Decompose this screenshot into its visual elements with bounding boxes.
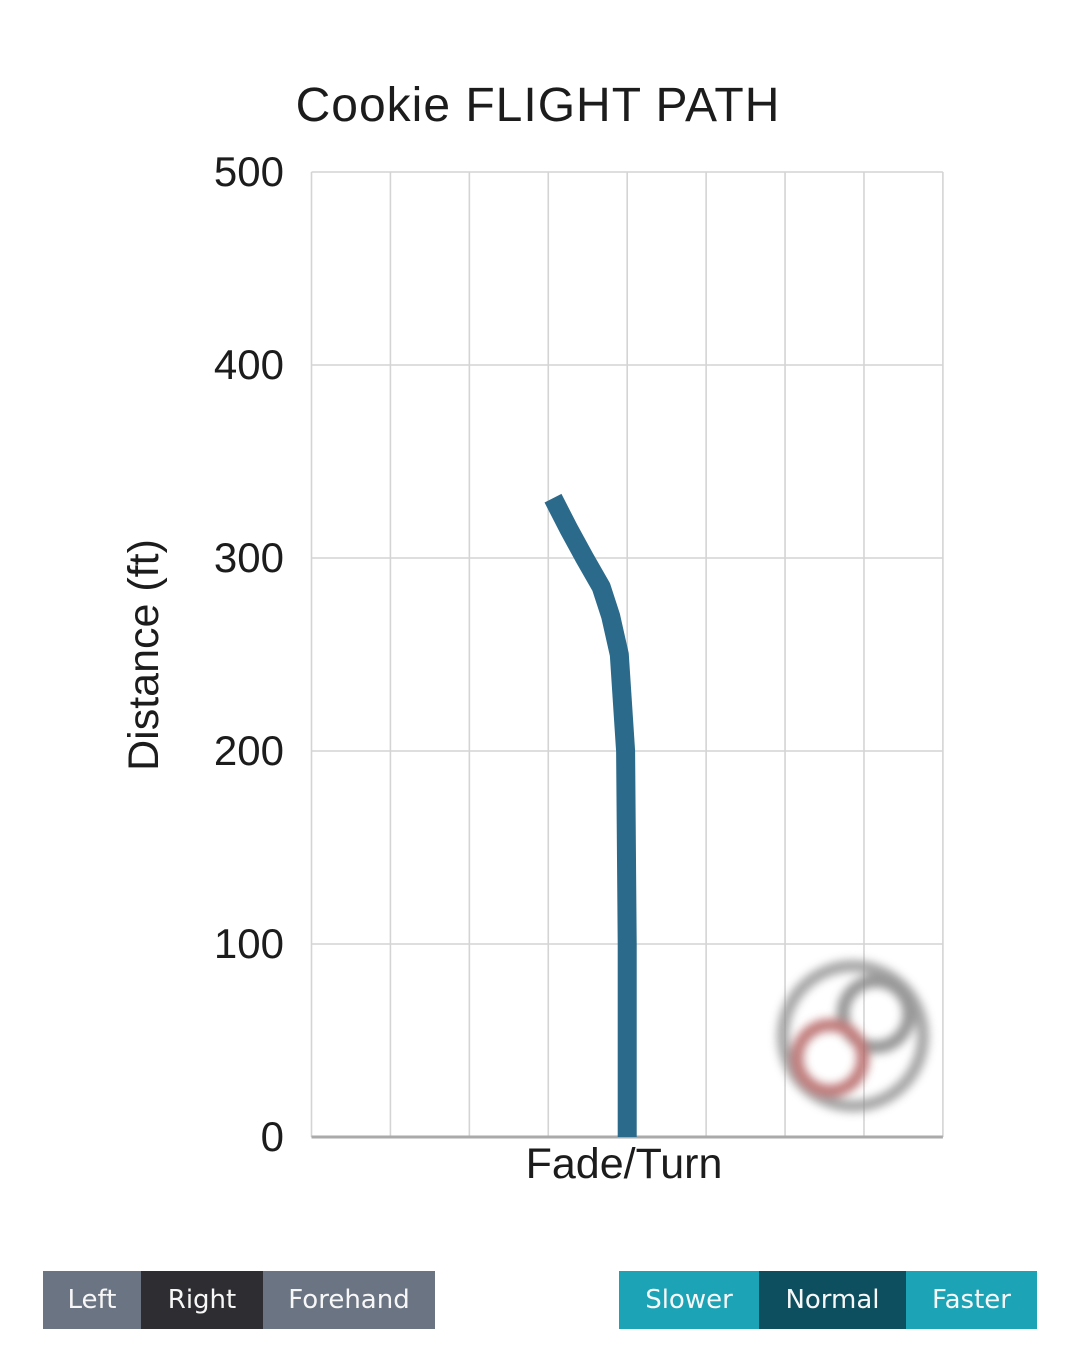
y-tick-label: 200 [214,727,284,774]
chart-title: Cookie FLIGHT PATH [296,79,781,132]
logo-loop-top-icon [836,974,916,1054]
handedness-option-right[interactable]: Right [141,1271,263,1329]
x-axis-label: Fade/Turn [526,1140,723,1188]
speed-option-slower[interactable]: Slower [619,1271,759,1329]
speed-option-normal[interactable]: Normal [759,1271,906,1329]
infinite-discs-logo [777,960,929,1112]
y-tick-label: 400 [214,341,284,388]
y-tick-label: 500 [214,148,284,195]
speed-toggle: Slower Normal Faster [619,1271,1037,1329]
y-axis-label: Distance (ft) [120,539,168,771]
y-tick-label: 100 [214,920,284,967]
y-tick-label: 0 [261,1113,284,1160]
flight-path-line [544,493,637,1137]
handedness-option-left[interactable]: Left [43,1271,141,1329]
speed-option-faster[interactable]: Faster [906,1271,1037,1329]
logo-ring [777,960,929,1112]
handedness-option-forehand[interactable]: Forehand [263,1271,435,1329]
y-tick-label: 300 [214,534,284,581]
y-axis-ticks: 0 100 200 300 400 500 [214,148,284,1160]
logo-loop-bottom-icon [790,1018,870,1098]
handedness-toggle: Left Right Forehand [43,1271,435,1329]
